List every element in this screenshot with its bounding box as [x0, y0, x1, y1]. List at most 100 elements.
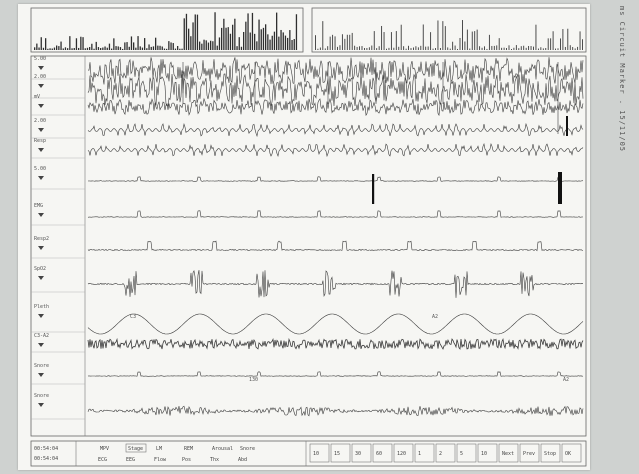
hypnogram-bar [100, 48, 102, 50]
channel-arrow-icon[interactable] [38, 128, 44, 132]
hypnogram-bar [469, 48, 471, 50]
channel-arrow-icon[interactable] [38, 148, 44, 152]
hypnogram-bar [417, 47, 419, 50]
hypnogram-bar [569, 45, 571, 50]
hypnogram-bar [528, 45, 530, 50]
channel-arrow-icon[interactable] [38, 176, 44, 180]
hypnogram-bar [454, 45, 456, 50]
channel-arrow-icon[interactable] [38, 343, 44, 347]
hypnogram-bar [168, 41, 170, 50]
footer-nav-label[interactable]: 30 [355, 451, 361, 457]
footer-button-top[interactable]: Snore [240, 446, 255, 452]
hypnogram-bar [508, 45, 510, 50]
channel-arrow-icon[interactable] [38, 213, 44, 217]
footer-button-bottom[interactable]: ECG [98, 457, 107, 463]
hypnogram-bar [53, 47, 56, 50]
footer-nav-label[interactable]: 2 [439, 451, 442, 457]
hypnogram-bar [139, 46, 141, 50]
footer-button-top[interactable]: LM [156, 446, 162, 452]
footer-nav-label[interactable]: 10 [481, 451, 487, 457]
channel-scale-label: SpO2 [34, 266, 46, 272]
hypnogram-bar [214, 12, 216, 50]
channel-arrow-icon[interactable] [38, 84, 44, 88]
footer-button-bottom[interactable]: Flow [154, 457, 167, 463]
footer-button-bottom[interactable]: Thx [210, 457, 219, 463]
footer-button-top[interactable]: REM [184, 446, 193, 452]
hypnogram-bar [564, 46, 566, 50]
footer-selected-box[interactable] [125, 443, 147, 453]
footer-button-bottom[interactable]: EEG [126, 457, 135, 463]
footer-nav-button[interactable] [477, 443, 498, 463]
footer-button-top[interactable]: MPV [100, 446, 109, 452]
channel-arrow-icon[interactable] [38, 104, 44, 108]
hypnogram-bar [572, 46, 574, 50]
hypnogram-bar [245, 21, 247, 50]
hypnogram-bar [196, 14, 199, 50]
footer-nav-button[interactable] [561, 443, 582, 463]
hypnogram-bar [67, 48, 69, 50]
channel-scale-label: 2.00 [34, 74, 46, 80]
channel-scale-label: 5.00 [34, 56, 46, 62]
footer-nav-label[interactable]: 5 [460, 451, 463, 457]
footer-nav-label[interactable]: 15 [334, 451, 340, 457]
footer-nav-label[interactable]: Prev [523, 451, 535, 457]
footer-nav-button[interactable] [351, 443, 372, 463]
footer-nav-button[interactable] [414, 443, 435, 463]
footer-nav-button[interactable] [456, 443, 477, 463]
footer-nav-button[interactable] [372, 443, 393, 463]
hypnogram-bar [457, 48, 458, 50]
hypnogram-bar [332, 34, 334, 50]
footer-button-bottom[interactable]: Abd [238, 457, 247, 463]
hypnogram-bar [223, 18, 225, 50]
hypnogram-bar [464, 41, 466, 50]
hypnogram-bar [476, 29, 478, 50]
footer-nav-button[interactable] [435, 443, 456, 463]
channel-arrow-icon[interactable] [38, 66, 44, 70]
footer-button-bottom[interactable]: Pos [182, 457, 191, 463]
hypnogram-bar [170, 42, 172, 50]
hypnogram-bar [361, 46, 363, 50]
channel-arrow-icon[interactable] [38, 246, 44, 250]
footer-nav-label[interactable]: 1 [418, 451, 421, 457]
footer-nav-button[interactable] [540, 443, 561, 463]
hypnogram-bar [199, 41, 201, 50]
footer-nav-button[interactable] [330, 443, 351, 463]
hypnogram-bar [293, 39, 295, 50]
hypnogram-bar [137, 36, 139, 50]
footer-nav-label[interactable]: 60 [376, 451, 382, 457]
footer-nav-label[interactable]: 10 [313, 451, 319, 457]
hypnogram-bar [163, 48, 166, 50]
footer-button-top[interactable]: Stage [128, 446, 143, 452]
channel-arrow-icon[interactable] [38, 373, 44, 377]
footer-nav-label[interactable]: Next [502, 451, 514, 457]
hypnogram-bar [289, 30, 291, 50]
hypnogram-bar [276, 12, 278, 51]
hypnogram-bar [58, 46, 60, 50]
footer-nav-label[interactable]: Stop [544, 451, 556, 457]
footer-nav-button[interactable] [309, 443, 330, 463]
hypnogram-bar [408, 45, 409, 50]
hypnogram-bar [405, 48, 407, 50]
hypnogram-bar [479, 46, 481, 50]
hypnogram-bar [560, 38, 561, 50]
footer-nav-button[interactable] [393, 443, 414, 463]
hypnogram-bar [437, 20, 439, 50]
footer-nav-label[interactable]: OK [565, 451, 571, 457]
footer-button-top[interactable]: Arousal [212, 446, 233, 452]
channel-scale-label: 5.00 [34, 166, 46, 172]
footer-nav-label[interactable]: 120 [397, 451, 406, 457]
hypnogram-bar [238, 37, 240, 50]
channel-arrow-icon[interactable] [38, 403, 44, 407]
channel-arrow-icon[interactable] [38, 314, 44, 318]
hypnogram-bar [520, 46, 522, 50]
hypnogram-bar [491, 45, 493, 50]
hypnogram-bar [395, 31, 397, 50]
trace-annotation: A2 [432, 314, 438, 320]
hypnogram-bar [45, 38, 47, 50]
footer-nav-button[interactable] [519, 443, 540, 463]
hypnogram-bar [265, 24, 267, 50]
signal-trace [87, 240, 584, 252]
footer-nav-button[interactable] [498, 443, 519, 463]
channel-arrow-icon[interactable] [38, 276, 44, 280]
hypnogram-bar [227, 27, 229, 50]
